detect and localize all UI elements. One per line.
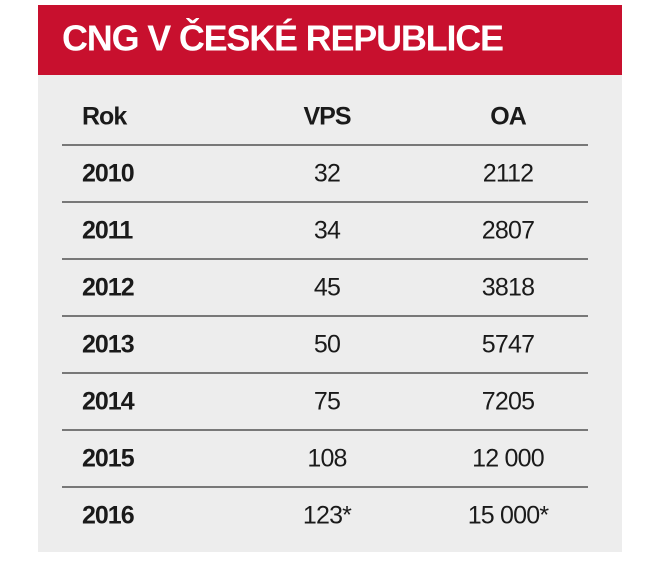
header-bar [38,5,622,75]
value-cell: 15 000* [468,502,550,530]
value-cell: 3818 [482,274,534,302]
panel [38,5,622,552]
year-cell: 2014 [82,388,135,416]
value-cell: 32 [314,160,340,188]
value-cell: 108 [307,445,346,473]
year-cell: 2012 [82,274,134,302]
year-cell: 2010 [82,160,134,188]
year-cell: 2013 [82,331,134,359]
value-cell: 12 000 [472,445,544,473]
value-cell: 34 [314,217,341,245]
value-cell: 75 [314,388,340,416]
column-header: OA [490,103,526,131]
value-cell: 2112 [483,160,534,188]
column-header: VPS [303,103,350,131]
column-header: Rok [82,103,127,131]
value-cell: 7205 [482,388,534,416]
value-cell: 50 [314,331,340,359]
year-cell: 2015 [82,445,135,473]
year-cell: 2011 [82,217,133,245]
year-cell: 2016 [82,502,134,530]
value-cell: 5747 [482,331,534,359]
value-cell: 123* [303,502,352,530]
title: CNG V ČESKÉ REPUBLICE [62,17,503,59]
value-cell: 2807 [482,217,534,245]
value-cell: 45 [314,274,340,302]
